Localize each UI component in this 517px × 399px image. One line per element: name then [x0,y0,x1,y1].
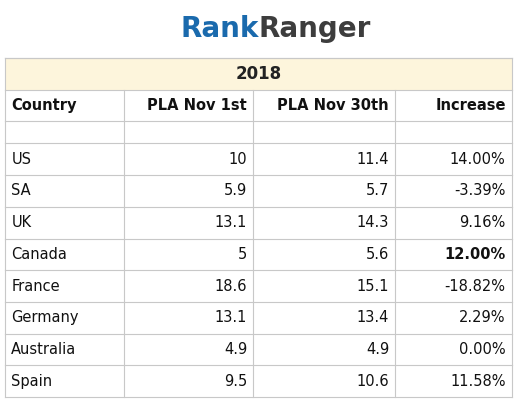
Text: Germany: Germany [11,310,79,325]
Text: -3.39%: -3.39% [454,184,506,198]
Text: 9.5: 9.5 [224,373,247,389]
Bar [5,175,512,207]
Text: Country: Country [11,98,77,113]
Bar [5,270,512,302]
Text: 5.9: 5.9 [224,184,247,198]
Text: Canada: Canada [11,247,67,262]
Text: 15.1: 15.1 [357,279,389,294]
Text: 4.9: 4.9 [224,342,247,357]
Text: 9.16%: 9.16% [460,215,506,230]
Text: Ranger: Ranger [258,15,371,43]
Text: 10.6: 10.6 [356,373,389,389]
Text: Rank: Rank [180,15,258,43]
Text: 11.58%: 11.58% [450,373,506,389]
Text: UK: UK [11,215,32,230]
Text: US: US [11,152,32,167]
Text: 13.1: 13.1 [215,215,247,230]
Text: 2018: 2018 [235,65,282,83]
Text: 14.00%: 14.00% [450,152,506,167]
Bar [5,334,512,365]
Text: 12.00%: 12.00% [445,247,506,262]
Bar [5,121,512,143]
Text: 13.1: 13.1 [215,310,247,325]
Text: 2.29%: 2.29% [459,310,506,325]
Bar [5,302,512,334]
Text: 4.9: 4.9 [366,342,389,357]
Bar [5,143,512,175]
Bar [5,89,512,121]
Bar [5,58,512,89]
Text: 13.4: 13.4 [357,310,389,325]
Text: 0.00%: 0.00% [459,342,506,357]
Bar [5,207,512,239]
Text: Increase: Increase [435,98,506,113]
Text: Australia: Australia [11,342,77,357]
Text: SA: SA [11,184,31,198]
Text: 5: 5 [238,247,247,262]
Text: PLA Nov 1st: PLA Nov 1st [147,98,247,113]
Text: 18.6: 18.6 [215,279,247,294]
Text: 10: 10 [229,152,247,167]
Text: 14.3: 14.3 [357,215,389,230]
Text: 5.7: 5.7 [366,184,389,198]
Bar [5,365,512,397]
Text: -18.82%: -18.82% [445,279,506,294]
Text: 5.6: 5.6 [366,247,389,262]
Bar [5,239,512,270]
Text: 11.4: 11.4 [357,152,389,167]
Text: PLA Nov 30th: PLA Nov 30th [278,98,389,113]
Text: Spain: Spain [11,373,53,389]
Text: France: France [11,279,60,294]
